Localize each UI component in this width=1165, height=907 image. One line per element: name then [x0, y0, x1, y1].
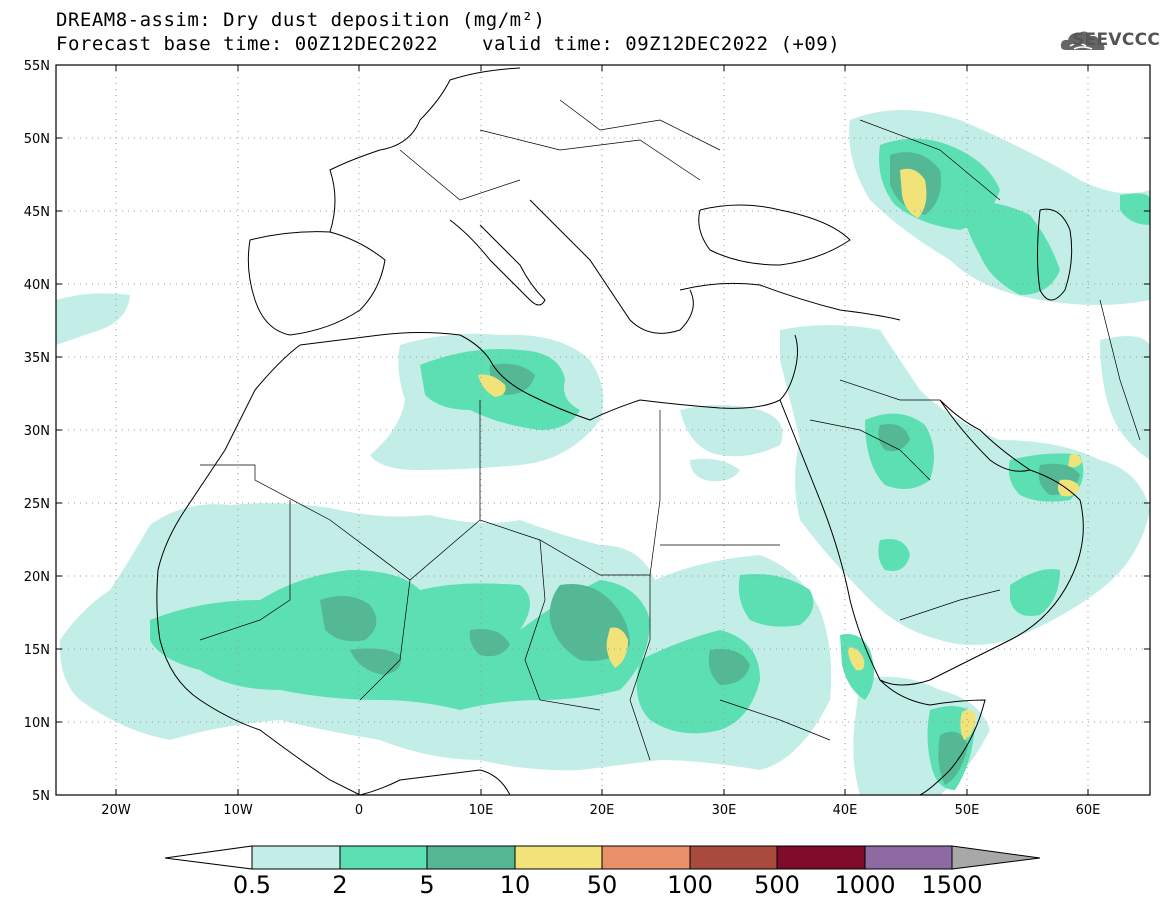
- colorbar-swatch: [689, 845, 778, 870]
- lon-label: 40E: [833, 803, 858, 818]
- forecast-base-time: Forecast base time: 00Z12DEC2022: [56, 33, 439, 55]
- valid-time: valid time: 09Z12DEC2022 (+09): [482, 33, 841, 55]
- lat-label: 50N: [24, 132, 50, 147]
- coastlines: [156, 67, 1084, 795]
- country-borders: [199, 99, 1141, 761]
- logo-text: SEEVCCC: [1072, 30, 1161, 50]
- colorbar-swatch: [251, 845, 341, 870]
- colorbar-label: 1500: [921, 871, 982, 899]
- lon-label: 10W: [223, 803, 253, 818]
- latitude-labels: 55N 50N 45N 40N 35N 30N 25N 20N 15N 10N …: [24, 59, 50, 804]
- colorbar-label: 50: [587, 871, 618, 899]
- colorbar-swatch: [339, 845, 428, 870]
- lon-label: 20E: [590, 803, 615, 818]
- lat-label: 55N: [24, 59, 50, 74]
- lon-label: 10E: [469, 803, 494, 818]
- colorbar-swatch: [601, 845, 691, 870]
- lat-label: 5N: [32, 789, 50, 804]
- axis-ticks: [56, 64, 1150, 795]
- lat-label: 20N: [24, 570, 50, 585]
- lat-label: 25N: [24, 497, 50, 512]
- colorbar-label: 10: [500, 871, 531, 899]
- colorbar-label: 0.5: [233, 871, 271, 899]
- lat-label: 30N: [24, 424, 50, 439]
- colorbar-swatch: [864, 845, 953, 870]
- colorbar-label: 5: [419, 871, 434, 899]
- lon-label: 0: [355, 803, 363, 818]
- contour-level-10: [478, 168, 1082, 740]
- colorbar-swatch: [514, 845, 603, 870]
- colorbar: [164, 845, 1041, 870]
- colorbar-low-triangle: [164, 845, 253, 870]
- lat-label: 45N: [24, 205, 50, 220]
- colorbar-swatch: [426, 845, 516, 870]
- lon-label: 60E: [1076, 803, 1101, 818]
- lat-label: 35N: [24, 351, 50, 366]
- lat-label: 15N: [24, 643, 50, 658]
- colorbar-labels: 0.5 2 5 10 50 100 500 1000 1500: [233, 871, 983, 899]
- colorbar-label: 2: [332, 871, 347, 899]
- colorbar-swatch: [776, 845, 866, 870]
- lon-label: 30E: [712, 803, 737, 818]
- lon-label: 50E: [955, 803, 980, 818]
- colorbar-label: 100: [667, 871, 713, 899]
- lat-label: 40N: [24, 278, 50, 293]
- longitude-labels: 20W 10W 0 10E 20E 30E 40E 50E 60E: [101, 803, 1100, 818]
- cloud-logo-icon: [1060, 31, 1105, 50]
- colorbar-label: 500: [754, 871, 800, 899]
- colorbar-label: 1000: [834, 871, 895, 899]
- gridlines: [56, 65, 1150, 795]
- map-title: DREAM8-assim: Dry dust deposition (mg/m²…: [56, 9, 546, 31]
- lat-label: 10N: [24, 716, 50, 731]
- dust-contours: [56, 65, 1150, 795]
- lon-label: 20W: [101, 803, 131, 818]
- colorbar-high-triangle: [951, 845, 1041, 870]
